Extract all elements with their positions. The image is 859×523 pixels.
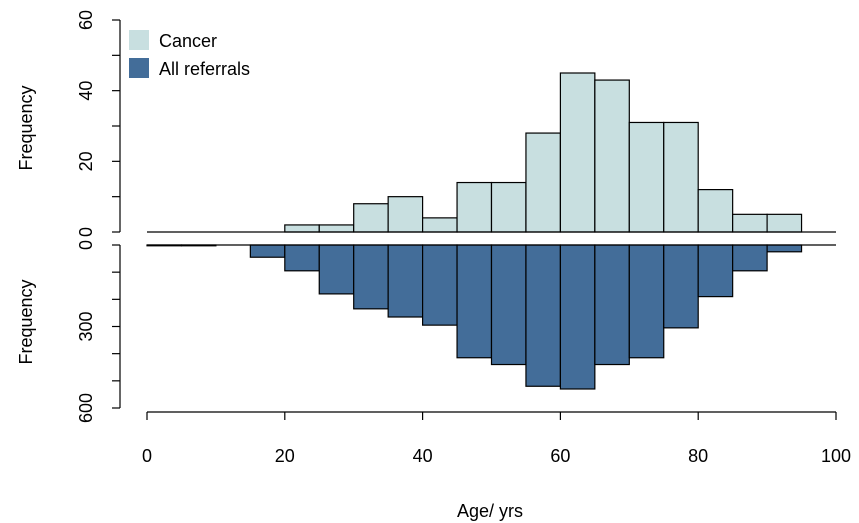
x-tick-label: 40 <box>413 446 433 466</box>
referral-bar <box>249 244 286 258</box>
bottom-y-tick-label: 300 <box>76 311 96 341</box>
referral-bars <box>146 244 803 390</box>
referral-bar <box>732 244 768 272</box>
legend-label-all-referrals: All referrals <box>159 59 250 79</box>
x-tick-label: 60 <box>550 446 570 466</box>
referral-bar <box>387 244 424 318</box>
cancer-bar <box>663 121 699 233</box>
bottom-y-tick-label: 0 <box>76 240 96 250</box>
bottom-y-tick-label: 600 <box>76 393 96 423</box>
referral-bar <box>490 244 527 366</box>
legend-swatch-cancer <box>129 30 149 50</box>
referral-bar <box>456 244 493 359</box>
legend-label-cancer: Cancer <box>159 31 217 51</box>
referral-bar <box>422 244 458 326</box>
cancer-bar <box>525 132 562 233</box>
cancer-bar <box>490 181 527 233</box>
cancer-bar <box>594 79 630 233</box>
referral-bar <box>559 244 596 390</box>
x-tick-label: 0 <box>142 446 152 466</box>
cancer-bar <box>766 213 803 233</box>
cancer-bar <box>456 181 493 233</box>
bottom-y-axis-title: Frequency <box>16 279 36 364</box>
referral-bar <box>663 244 699 329</box>
cancer-bar <box>559 72 596 233</box>
x-tick-label: 20 <box>275 446 295 466</box>
top-y-axis-title: Frequency <box>16 85 36 170</box>
cancer-bar <box>422 217 458 233</box>
cancer-bar <box>732 213 768 233</box>
x-axis-title: Age/ yrs <box>457 501 523 521</box>
referral-bar <box>697 244 734 298</box>
cancer-bar <box>628 121 665 233</box>
cancer-bar <box>697 189 734 233</box>
cancer-bar <box>353 203 389 233</box>
top-y-tick-label: 40 <box>76 81 96 101</box>
referral-bar <box>284 244 320 272</box>
legend: Cancer All referrals <box>129 30 250 79</box>
top-y-tick-label: 0 <box>76 227 96 237</box>
referral-bar <box>594 244 630 366</box>
cancer-bar <box>387 196 424 233</box>
referral-bar <box>628 244 665 359</box>
top-y-tick-label: 20 <box>76 151 96 171</box>
referral-bar <box>766 244 803 253</box>
legend-swatch-all-referrals <box>129 58 149 78</box>
cancer-bar <box>284 224 320 233</box>
cancer-bars <box>284 72 803 233</box>
top-y-tick-label: 60 <box>76 10 96 30</box>
x-tick-label: 80 <box>688 446 708 466</box>
referral-bar <box>318 244 355 295</box>
referral-bar <box>525 244 562 387</box>
cancer-bar <box>318 224 355 233</box>
x-tick-label: 100 <box>821 446 851 466</box>
referral-bar <box>353 244 389 310</box>
